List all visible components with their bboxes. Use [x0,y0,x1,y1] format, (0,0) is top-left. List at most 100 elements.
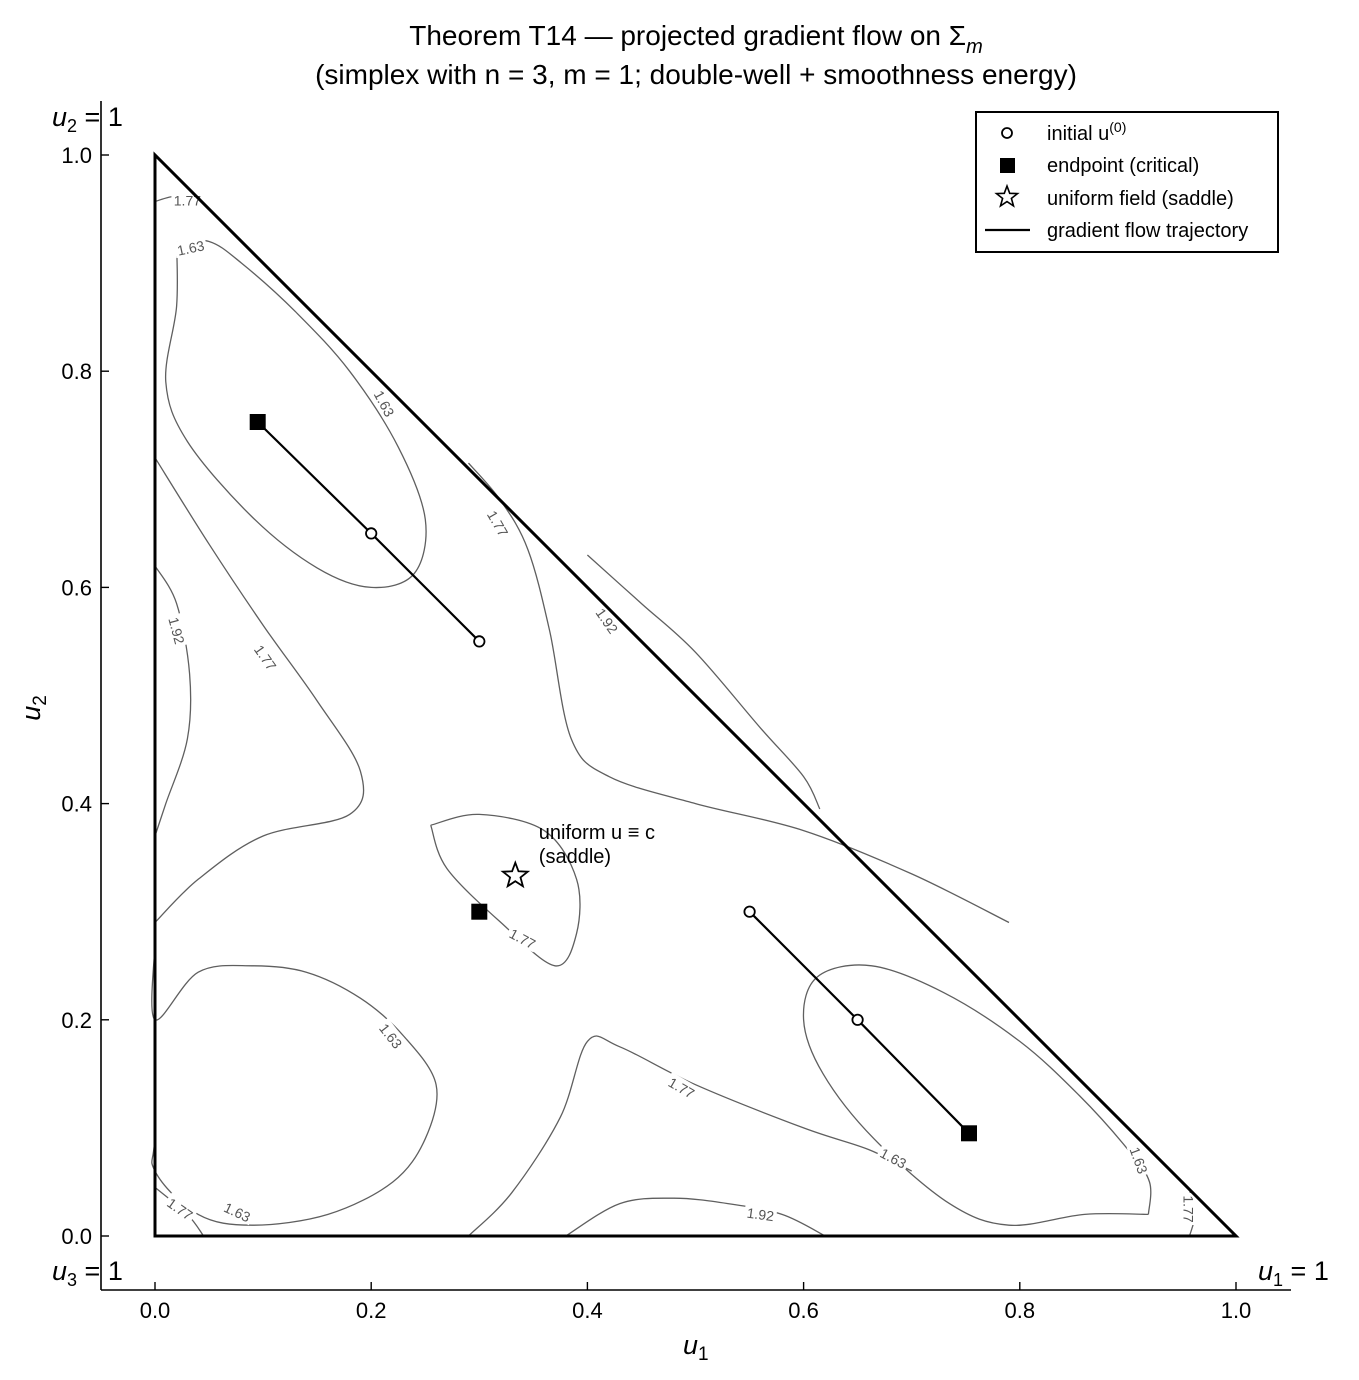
contour-label: 1.77 [664,1072,700,1102]
y-tick-label: 0.4 [61,792,92,817]
x-axis-label-text: u [683,1330,698,1360]
point-markers [249,414,977,1142]
legend-label-endpoint: endpoint (critical) [1047,155,1199,177]
y-tick-label: 0.6 [61,575,92,600]
contour-label-text: 1.63 [1127,1145,1151,1176]
x-tick-label: 0.0 [140,1298,171,1323]
corner-label-u1-var: u [1258,1256,1273,1286]
contour-line-1-77 [468,462,1010,924]
contour-label-backing [664,1072,700,1102]
corner-label-u2-rest: = 1 [77,102,123,132]
gradient-flow-trajectories [256,421,970,1135]
x-tick-label: 1.0 [1221,1298,1252,1323]
simplex-boundary [153,151,1240,1238]
x-tick-label: 0.8 [1005,1298,1036,1323]
contour-line-1-77 [430,813,581,967]
y-tick-label: 0.8 [61,359,92,384]
endpoint-marker [249,414,266,430]
contour-label-backing [173,235,208,259]
contour-label: 1.63 [370,385,400,422]
contour-line-1-63 [802,964,1152,1227]
corner-label-u2-var: u [52,102,67,132]
corner-label-u2: u2 = 1 [52,102,123,136]
initial-point-marker [851,1013,864,1026]
chart-title-line1-text: Theorem T14 — projected gradient flow on… [409,20,966,51]
contour-label-text: 1.77 [1180,1195,1196,1222]
uniform-saddle-marker [500,860,531,889]
contour-label-text: 1.92 [165,615,188,646]
legend-marker-square [1000,158,1015,173]
legend-label-uniform: uniform field (saddle) [1047,188,1234,210]
legend-label-initial: initial u(0) [1047,119,1126,145]
y-tick-label: 0.0 [61,1224,92,1249]
corner-label-u1-rest: = 1 [1283,1256,1329,1286]
x-tick-label: 0.6 [788,1298,819,1323]
saddle-annotation-line1: uniform u ≡ c [539,822,655,844]
initial-point-marker [365,527,378,540]
saddle-annotation: uniform u ≡ c (saddle) [539,822,661,868]
chart-title-line1-subscript: m [966,36,983,58]
contour-label-backing [219,1197,256,1226]
initial-point-marker [473,635,486,648]
contour-label-text: 1.63 [176,237,206,258]
x-axis-label-subscript: 1 [698,1344,709,1365]
legend-label-initial-sup: (0) [1109,119,1126,135]
contour-label: 1.92 [743,1203,778,1225]
contour-label: 1.63 [173,235,208,259]
contour-label: 1.63 [219,1197,256,1226]
y-axis-ticks: 0.0 0.2 0.4 0.6 0.8 1.0 [61,143,109,1249]
x-tick-label: 0.2 [356,1298,387,1323]
contour-label-backing [370,385,400,422]
contour-label: 1.77 [1180,1193,1198,1225]
contour-label-text: 1.77 [174,192,201,208]
contour-label-backing [1181,1193,1198,1225]
y-axis-label-subscript: 2 [30,695,51,706]
x-tick-label: 0.4 [572,1298,603,1323]
contour-line-1-92 [565,1197,826,1237]
legend-marker-circle [1001,127,1013,139]
y-tick-label: 0.2 [61,1008,92,1033]
chart-title-line1: Theorem T14 — projected gradient flow on… [409,20,983,58]
x-axis-label: u1 [683,1330,709,1365]
initial-point-marker [743,905,756,918]
corner-label-u3-sub: 3 [67,1270,77,1290]
corner-label-u3: u3 = 1 [52,1256,123,1290]
contour-label-backing [743,1203,778,1224]
contour-line-1-92 [586,554,821,810]
corner-label-u1: u1 = 1 [1258,1256,1329,1290]
chart-title-line2: (simplex with n = 3, m = 1; double-well … [315,59,1077,90]
contour-label-backing [165,612,190,648]
legend-label-initial-text: initial u [1047,123,1109,145]
contour-line-1-92 [154,565,192,837]
contour-label-backing [875,1142,912,1172]
contour-label-backing [162,1192,199,1224]
endpoint-marker [961,1125,977,1142]
y-axis-label-text: u [16,706,46,721]
x-axis-ticks: 0.0 0.2 0.4 0.6 0.8 1.0 [140,1282,1252,1323]
contour-label: 1.92 [165,612,190,648]
legend-box [975,111,1279,253]
corner-label-u3-rest: = 1 [77,1256,123,1286]
contour-line-1-63 [151,944,438,1226]
legend: initial u(0) endpoint (critical) uniform… [975,111,1279,253]
corner-label-u3-var: u [52,1256,67,1286]
contour-label: 1.77 [505,923,541,953]
contour-label-backing [483,505,514,541]
endpoint-marker [471,903,488,920]
contour-labels: 1.771.631.631.771.921.921.771.771.631.77… [162,191,1198,1226]
corner-label-u2-sub: 2 [67,116,77,136]
saddle-annotation-line2: (saddle) [539,846,611,868]
contour-line-1-77 [468,1035,912,1237]
legend-marker-star [994,183,1020,208]
contour-label-backing [250,639,282,675]
legend-label-trajectory: gradient flow trajectory [1047,220,1248,242]
contour-label-backing [591,602,624,639]
contour-label-backing [375,1017,408,1053]
corner-label-u1-sub: 1 [1273,1270,1283,1290]
y-axis-label: u2 [16,695,51,721]
contour-label-backing [1126,1142,1153,1178]
contour-label-text: 1.92 [746,1205,775,1225]
contour-line-1-63 [164,239,427,589]
contour-label-backing [505,923,541,953]
